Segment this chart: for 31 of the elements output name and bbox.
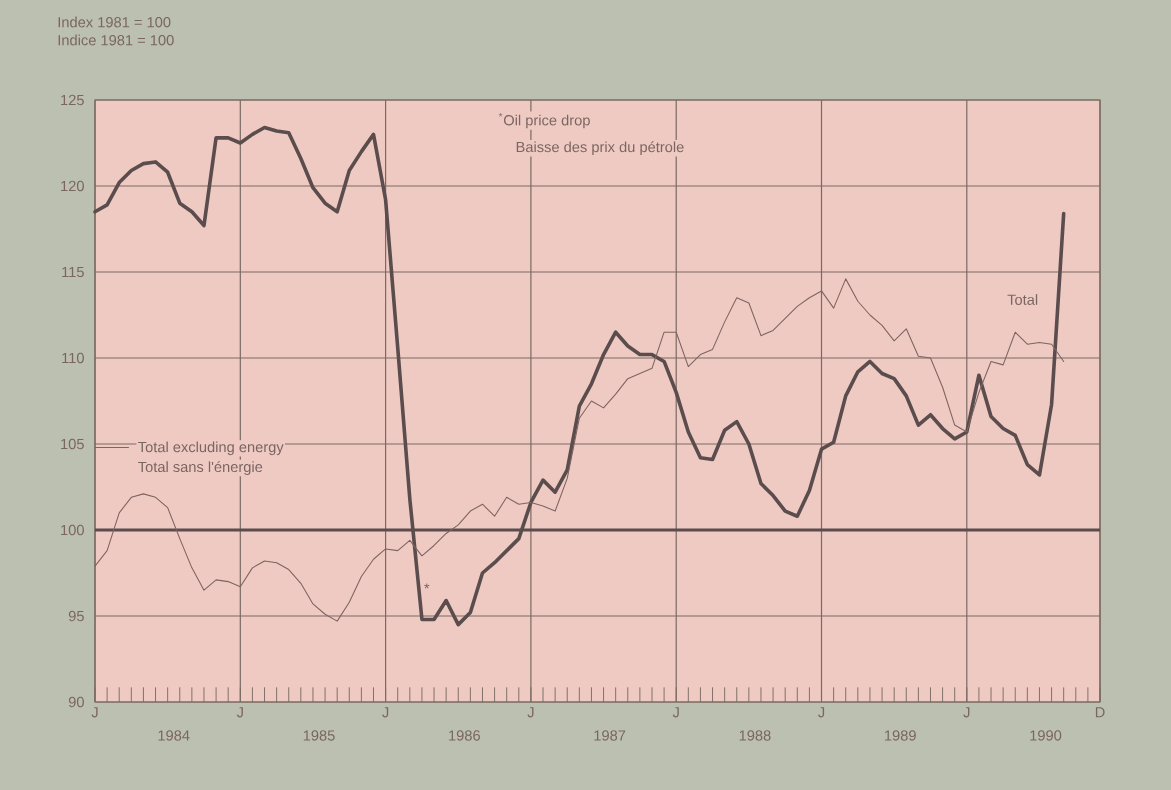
y-tick-label: 105: [61, 438, 84, 450]
annotation: Total sans l'énergie: [138, 461, 263, 475]
y-tick-label: 115: [62, 266, 84, 278]
x-tick-label: J: [527, 707, 534, 718]
text: 1985: [303, 730, 335, 741]
annotation: $^{*}$Oil price drop: [498, 112, 590, 129]
x-tick-label: J: [382, 707, 389, 718]
series-label: Total: [1007, 294, 1038, 305]
y-tick-label: 95: [68, 610, 84, 622]
x-tick-label: J: [818, 707, 825, 718]
x-tick-label: J: [963, 707, 970, 718]
y-tick-label: 100: [61, 524, 84, 536]
y-axis-title: Index 1981 = 100: [58, 16, 171, 28]
x-tick-label: J: [672, 707, 679, 718]
legend-label: Total excluding energy: [138, 441, 284, 456]
text: 1986: [449, 730, 480, 741]
text: Indice 1981 = 100: [58, 34, 174, 46]
text: 1990: [1030, 730, 1062, 741]
y-tick-label: 90: [68, 696, 84, 708]
y-tick-label: 120: [61, 180, 84, 192]
annotation: Baisse des prix du pétrole: [516, 141, 684, 156]
annotation: *: [424, 583, 430, 589]
x-tick-label: J: [91, 707, 98, 718]
text: 1988: [739, 730, 771, 741]
y-tick-label: 110: [62, 352, 84, 364]
text: 1984: [158, 730, 190, 741]
text: 1987: [594, 730, 626, 741]
y-tick-label: 125: [61, 94, 84, 106]
text: 1989: [885, 730, 916, 741]
x-tick-label: D: [1095, 707, 1105, 718]
x-tick-label: J: [236, 707, 243, 718]
